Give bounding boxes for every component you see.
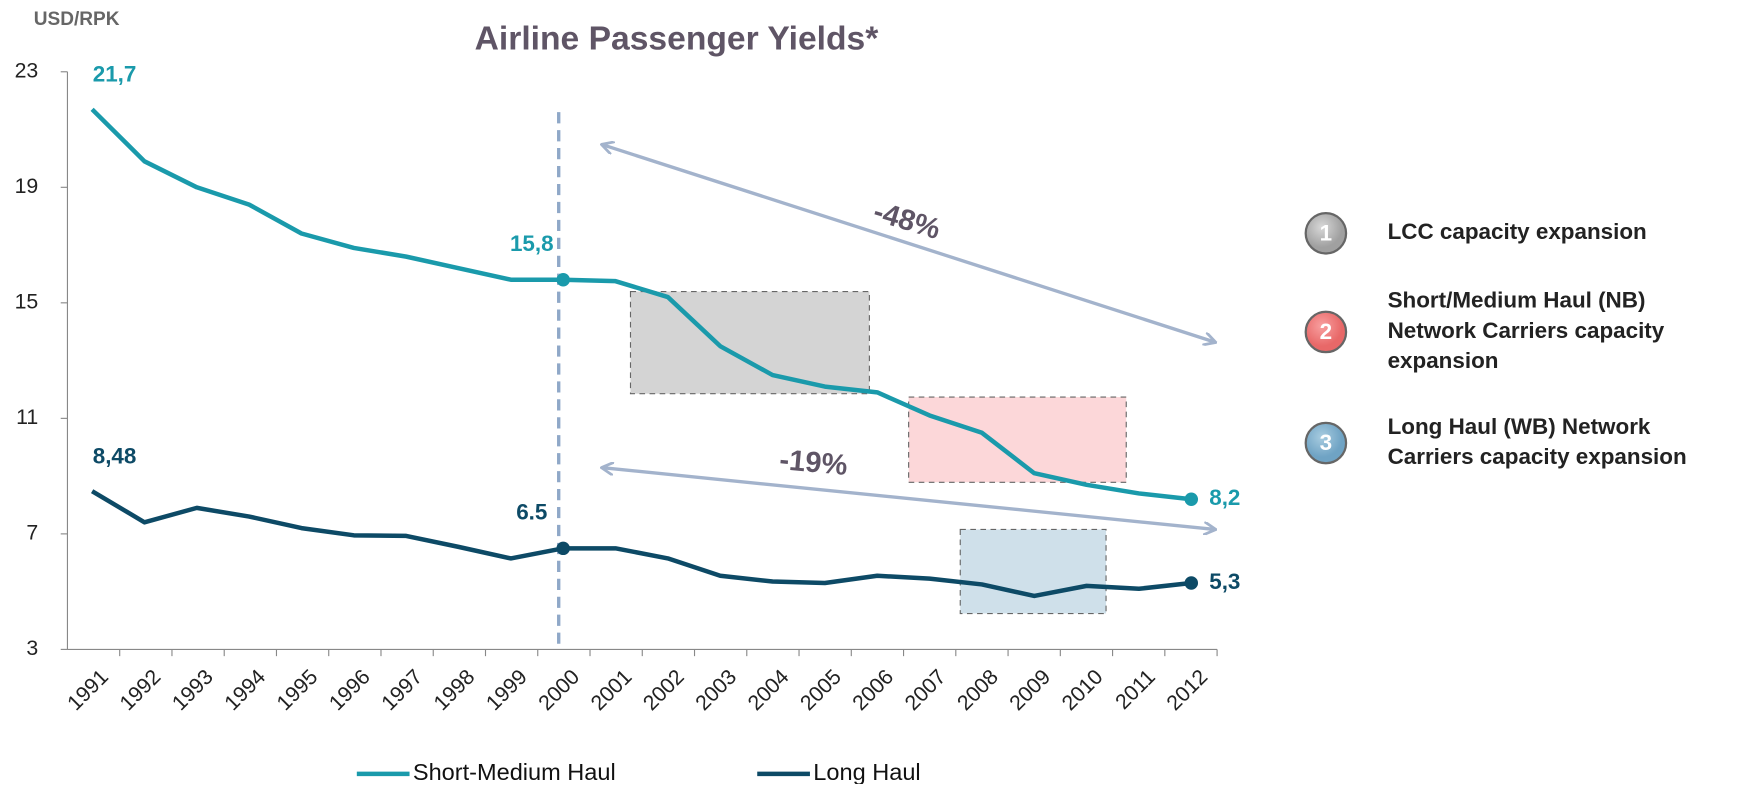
x-tick-label: 2011 [1111, 665, 1160, 714]
annotation: -48% [870, 196, 945, 247]
value-label: 8,48 [93, 443, 137, 468]
x-tick-label: 2003 [691, 665, 741, 715]
legend-label: Short-Medium Haul [413, 759, 616, 784]
driver-text: Network Carriers capacity [1388, 318, 1665, 343]
x-tick-label: 1994 [220, 665, 271, 716]
legend-label: Long Haul [813, 759, 920, 784]
driver-badge [1304, 421, 1348, 465]
wb-box [959, 528, 1107, 615]
y-tick-label: 19 [15, 174, 39, 198]
point [1184, 576, 1199, 590]
x-tick-label: 1998 [429, 665, 479, 715]
driver-badge [1304, 211, 1348, 255]
driver-number: 1 [1320, 220, 1332, 245]
y-tick-label: 15 [15, 289, 39, 313]
series-line [90, 489, 1192, 599]
x-tick-label: 1995 [272, 665, 322, 715]
driver-number: 3 [1320, 430, 1332, 455]
value-label: 5,3 [1209, 569, 1240, 594]
value-label: 15,8 [510, 231, 554, 256]
lcc-box [629, 291, 870, 395]
point [556, 272, 570, 287]
series-line [90, 107, 1192, 502]
x-tick-label: 2004 [743, 665, 794, 716]
arrow [602, 145, 1214, 342]
driver-text: Long Haul (WB) Network [1388, 414, 1651, 439]
annotation: -19% [778, 444, 849, 482]
x-tick-label: 2012 [1162, 665, 1212, 715]
x-tick-label: 2002 [638, 665, 688, 715]
x-tick-label: 2007 [900, 665, 950, 715]
driver-text: expansion [1388, 348, 1499, 373]
x-tick-label: 1992 [115, 665, 165, 715]
x-tick-label: 2005 [795, 665, 845, 715]
value-label: 8,2 [1209, 485, 1240, 510]
x-tick-label: 1997 [377, 665, 427, 715]
x-tick-label: 1996 [324, 665, 374, 715]
y-tick-label: 11 [16, 405, 38, 429]
y-tick-label: 23 [15, 58, 39, 82]
x-tick-label: 1999 [481, 665, 531, 715]
y-tick-label: 3 [26, 636, 38, 660]
x-tick-label: 2001 [586, 665, 636, 715]
nb-box [908, 396, 1127, 483]
x-tick-label: 2000 [534, 665, 585, 716]
y-axis-label: USD/RPK [34, 9, 120, 30]
x-tick-label: 2009 [1005, 665, 1055, 715]
driver-text: LCC capacity expansion [1388, 219, 1647, 244]
driver-text: Carriers capacity expansion [1388, 444, 1687, 469]
x-tick-label: 2006 [848, 665, 898, 715]
point [556, 541, 570, 556]
point [1184, 492, 1199, 506]
x-tick-label: 2010 [1057, 665, 1108, 716]
x-tick-label: 1991 [63, 665, 113, 715]
x-tick-label: 1993 [167, 665, 217, 715]
value-label: 6.5 [516, 499, 547, 524]
y-tick-label: 7 [26, 521, 38, 545]
x-tick-label: 2008 [952, 665, 1002, 715]
driver-number: 2 [1320, 319, 1332, 344]
driver-badge [1304, 310, 1348, 354]
arrow [602, 468, 1214, 530]
value-label: 21,7 [93, 62, 137, 87]
driver-text: Short/Medium Haul (NB) [1388, 288, 1646, 313]
chart-title: Airline Passenger Yields* [475, 20, 880, 57]
